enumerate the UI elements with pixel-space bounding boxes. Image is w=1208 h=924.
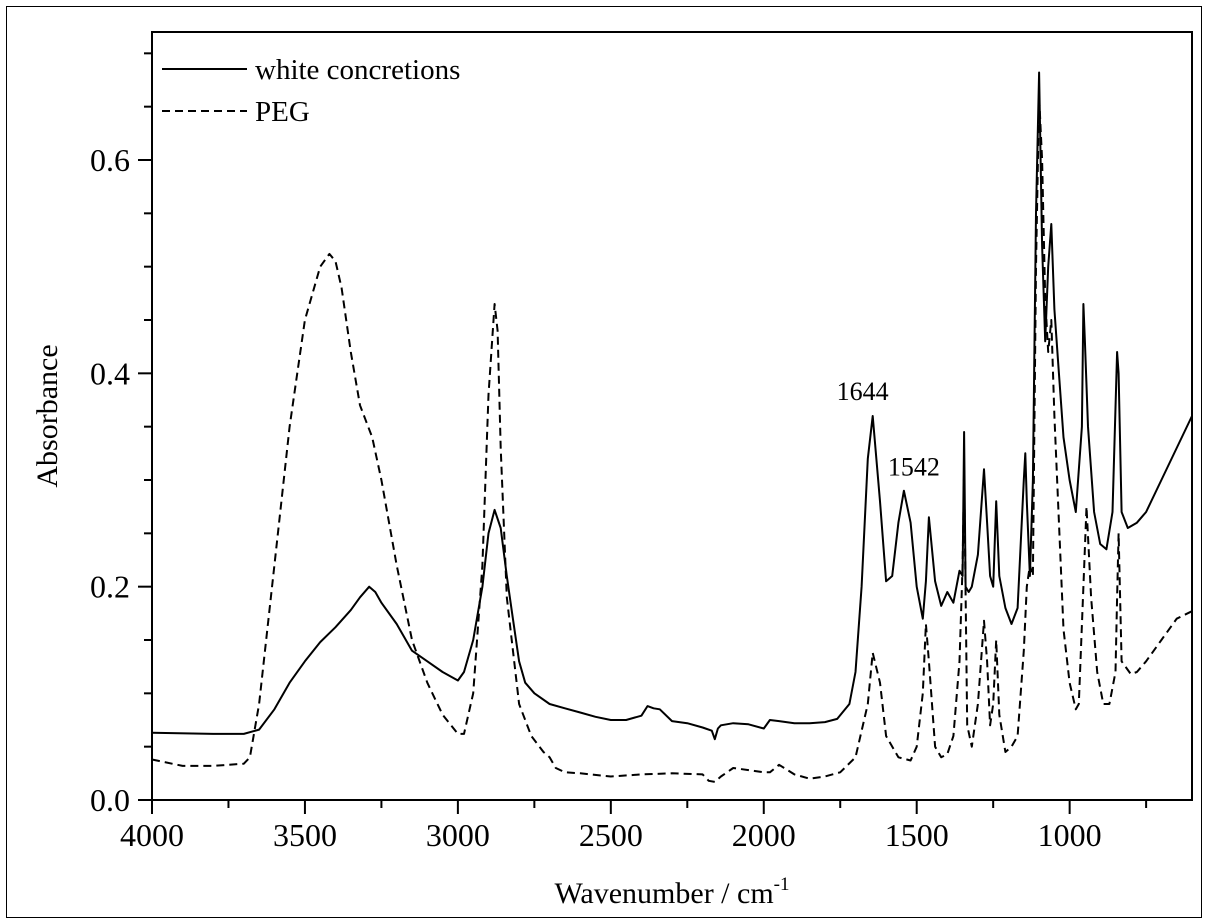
x-axis-ticks: 4000 3500 3000 2500 2000 1500 1000 — [120, 800, 1148, 853]
plot-area: 4000 3500 3000 2500 2000 1500 1000 0.00.20.40.… — [90, 31, 1193, 853]
y-axis-ticks: 0.0 0.2 0.4 0.6 — [90, 52, 152, 818]
x-tick-label: 1500 — [885, 817, 949, 853]
x-tick-label: 4000 — [120, 817, 184, 853]
x-tick-label: 3000 — [426, 817, 490, 853]
x-axis-title-superscript: -1 — [774, 874, 790, 895]
legend-label-2: PEG — [255, 96, 310, 128]
y-tick-label: 0.6 — [90, 142, 130, 178]
peak-label-1644: 1644 — [837, 377, 889, 406]
x-tick-label: 1000 — [1038, 817, 1102, 853]
series-group — [151, 71, 1193, 783]
legend-label-1: white concretions — [255, 54, 460, 86]
spectrum-chart: 4000 3500 3000 2500 2000 1500 1000 0.00.20.40.… — [31, 31, 1193, 910]
annotations: 1644 1542 — [837, 377, 940, 482]
x-tick-label: 2000 — [732, 817, 796, 853]
legend: white concretions PEG — [162, 54, 460, 128]
x-tick-label: 3500 — [273, 817, 337, 853]
y-axis-title: Absorbance — [31, 344, 64, 487]
x-axis-title-text: Wavenumber / cm — [555, 877, 774, 910]
x-tick-label: 2500 — [579, 817, 643, 853]
series-line-2 — [151, 95, 1193, 783]
y-tick-label: 0.4 — [90, 355, 130, 391]
y-tick-label: 0.2 — [90, 569, 130, 605]
y-tick-label: 0.0 — [90, 782, 130, 818]
chart-frame: 4000 3500 3000 2500 2000 1500 1000 0.0 0.2 0.4 0.… — [6, 6, 1202, 918]
x-axis-title: Wavenumber / cm-1 — [555, 874, 790, 910]
peak-label-1542: 1542 — [888, 453, 940, 482]
plot-box — [151, 31, 1193, 801]
series-line-1 — [151, 71, 1193, 741]
